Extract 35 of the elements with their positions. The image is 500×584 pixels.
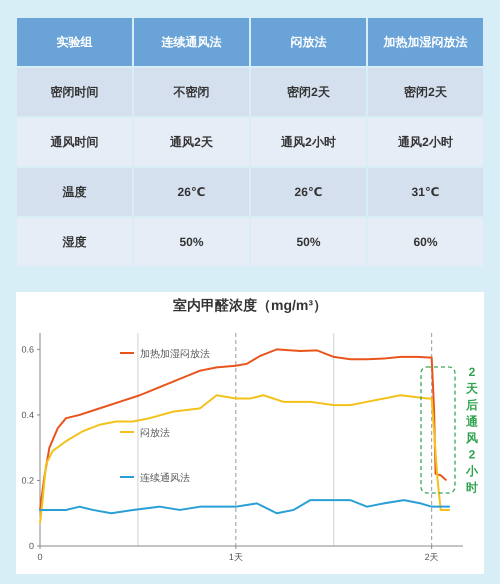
legend-label: 加热加湿闷放法: [140, 348, 210, 360]
y-tick-label: 0: [28, 541, 34, 551]
text: 2天后通风2小时: [465, 365, 479, 494]
x-tick-label: 2天: [424, 552, 439, 562]
y-tick-label: 0.2: [21, 475, 34, 486]
line-series: [39, 394, 450, 524]
text: 湿度: [62, 235, 86, 249]
text: 通风2天: [169, 135, 214, 149]
y-tick-label: 0.4: [21, 410, 34, 420]
text: 密闭2天: [404, 85, 448, 99]
text: 密闭2天: [287, 85, 331, 99]
text: 26℃: [178, 185, 206, 199]
text: 温度: [62, 185, 86, 199]
legend-label: 连续通风法: [140, 472, 190, 484]
text: 31℃: [412, 185, 440, 199]
text: 50%: [179, 235, 204, 249]
line-series: [39, 348, 447, 511]
text: 实验组: [56, 35, 92, 49]
text: 50%: [296, 235, 321, 249]
legend-label: 闷放法: [140, 427, 170, 439]
text: 加热加湿闷放法: [382, 35, 468, 49]
chart-title: 室内甲醛浓度（mg/m³）: [173, 297, 327, 313]
text: 不密闭: [172, 85, 210, 99]
text: 通风2小时: [397, 135, 453, 149]
text: 通风时间: [50, 135, 98, 149]
text: 连续通风法: [160, 35, 222, 49]
line-series: [39, 499, 450, 514]
x-tick-label: 1天: [228, 552, 243, 562]
text: 60%: [413, 235, 438, 249]
text: 通风2小时: [280, 135, 336, 149]
text: 闷放法: [290, 35, 326, 49]
text: 密闭时间: [50, 85, 98, 99]
y-tick-label: 0.6: [21, 344, 34, 354]
text: 26℃: [294, 185, 322, 199]
x-tick-label: 0: [37, 552, 43, 562]
